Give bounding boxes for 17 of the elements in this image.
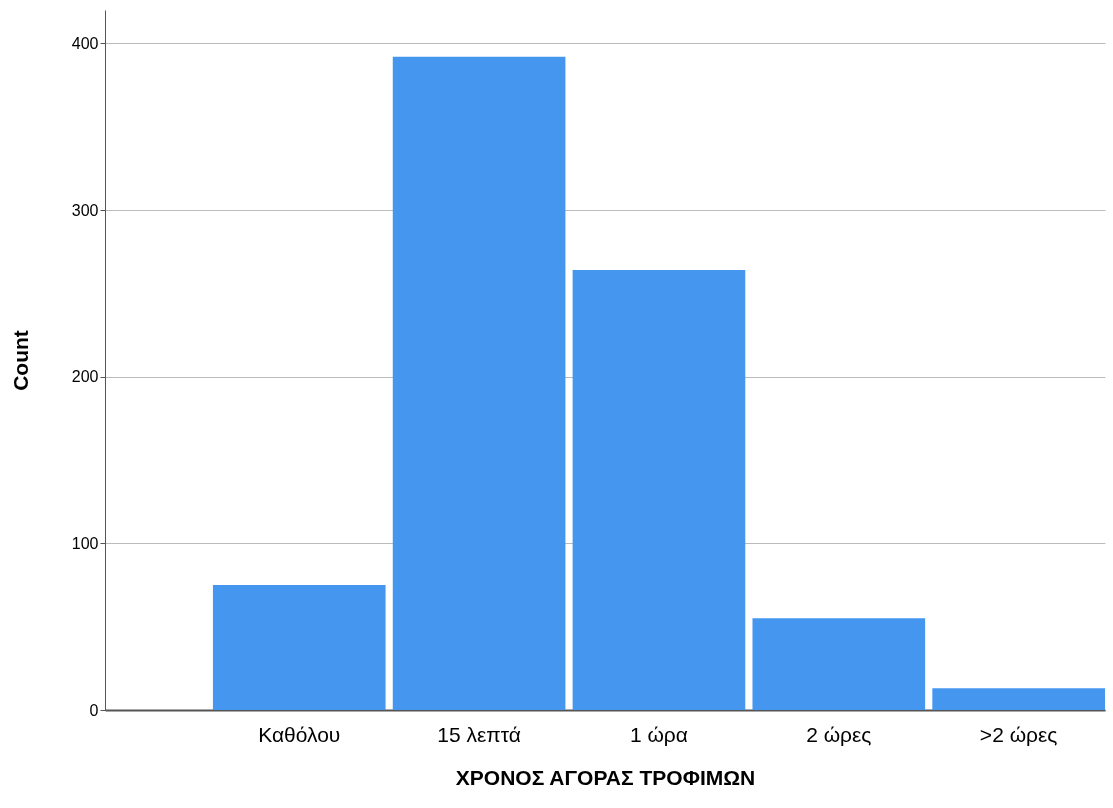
x-tick-label: 2 ώρες (806, 722, 872, 746)
bar (932, 688, 1105, 710)
y-tick-label: 100 (71, 534, 99, 552)
x-tick-label: >2 ώρες (979, 722, 1058, 746)
bar (392, 56, 566, 710)
x-axis-title: ΧΡΟΝΟΣ ΑΓΟΡΑΣ ΤΡΟΦΙΜΩΝ (455, 765, 756, 789)
bar (572, 270, 746, 710)
y-axis-title: Count (8, 330, 32, 391)
bar (212, 585, 386, 710)
y-tick-label: 400 (71, 34, 99, 52)
y-tick-label: 0 (89, 701, 99, 719)
y-tick-label: 300 (71, 201, 99, 219)
x-tick-label: Καθόλου (258, 722, 341, 746)
bar (752, 618, 926, 710)
y-tick-label: 200 (71, 368, 99, 386)
x-tick-label: 15 λεπτά (437, 722, 521, 746)
x-tick-label: 1 ώρα (629, 722, 688, 746)
